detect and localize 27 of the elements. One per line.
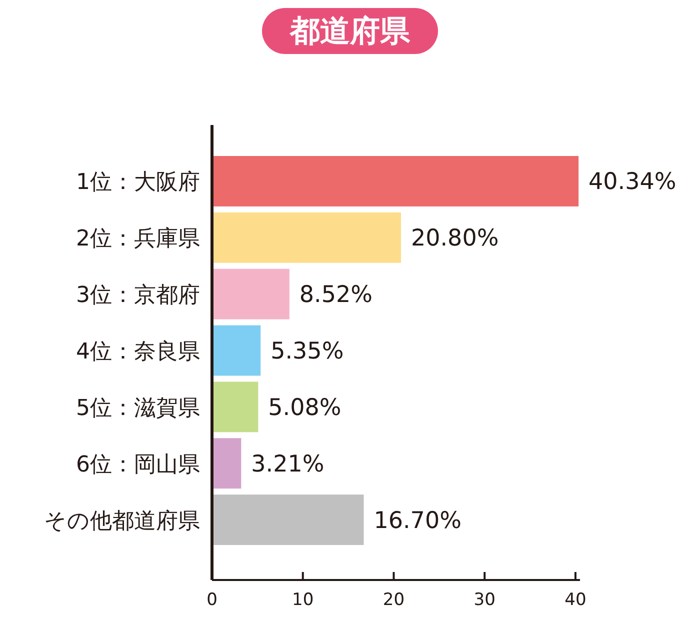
bar xyxy=(212,156,579,206)
data-label: 8.52% xyxy=(299,282,372,308)
data-label: 20.80% xyxy=(411,226,499,252)
data-label: 5.35% xyxy=(270,338,344,364)
data-label: 40.34% xyxy=(588,169,676,196)
x-tick-label: 30 xyxy=(474,590,496,610)
y-tick-label: その他都道府県 xyxy=(44,508,200,534)
y-tick-label: 5位：滋賀県 xyxy=(76,396,200,421)
y-tick-label: 4位：奈良県 xyxy=(76,340,200,364)
x-tick-label: 0 xyxy=(206,590,218,610)
data-label: 5.08% xyxy=(268,394,342,421)
y-tick-label: 3位：京都府 xyxy=(76,283,200,308)
y-tick-label: 6位：岡山県 xyxy=(76,452,200,478)
y-tick-label: 2位：兵庫県 xyxy=(76,226,200,252)
chart-title: 都道府県 xyxy=(289,14,411,49)
y-tick-label: 1位：大阪府 xyxy=(76,170,200,196)
data-label: 16.70% xyxy=(374,508,462,534)
bar xyxy=(212,325,261,376)
x-tick-label: 20 xyxy=(382,590,405,610)
bar xyxy=(212,268,290,320)
bar xyxy=(212,382,258,432)
x-tick-label: 10 xyxy=(292,590,314,610)
x-tick-label: 40 xyxy=(564,590,586,610)
bar xyxy=(212,212,401,263)
bar xyxy=(212,494,364,545)
bar xyxy=(212,438,242,489)
data-label: 3.21% xyxy=(251,451,324,478)
